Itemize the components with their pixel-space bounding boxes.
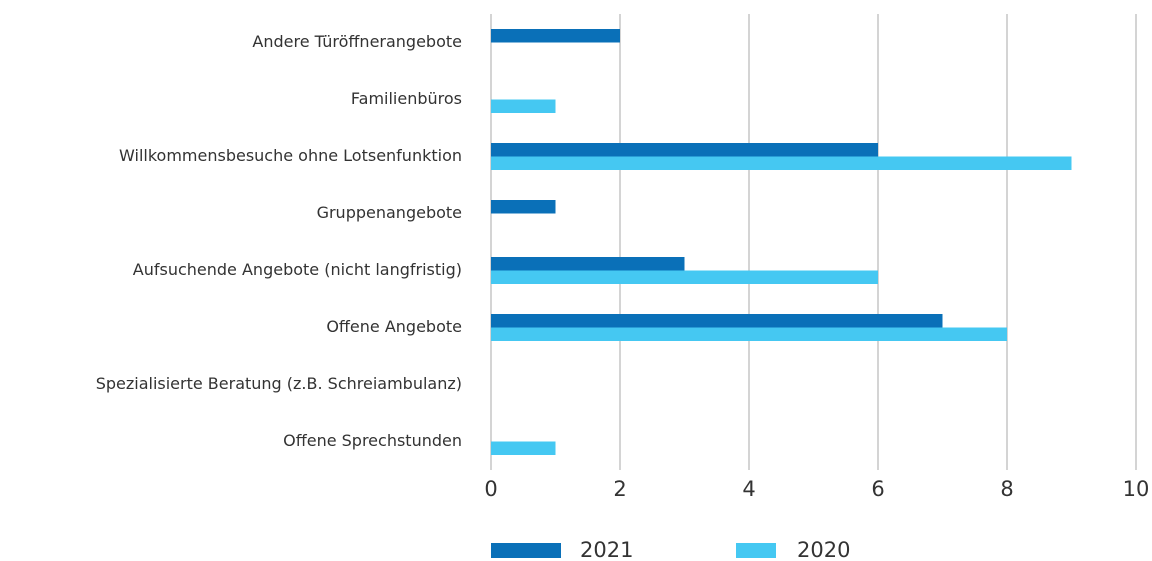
category-label: Offene Sprechstunden <box>283 431 462 450</box>
category-label: Gruppenangebote <box>317 203 462 222</box>
legend-swatch <box>736 543 776 558</box>
legend-label: 2020 <box>797 538 850 561</box>
x-tick-label: 10 <box>1123 477 1150 501</box>
legend-label: 2021 <box>580 538 633 561</box>
category-label: Spezialisierte Beratung (z.B. Schreiambu… <box>96 374 462 393</box>
category-label: Offene Angebote <box>326 317 462 336</box>
x-tick-label: 4 <box>742 477 755 501</box>
bar <box>491 257 685 271</box>
category-label: Aufsuchende Angebote (nicht langfristig) <box>133 260 462 279</box>
bar <box>491 156 1072 170</box>
category-label: Andere Türöffnerangebote <box>252 32 462 51</box>
x-tick-label: 0 <box>484 477 497 501</box>
bar <box>491 441 556 455</box>
x-tick-label: 2 <box>613 477 626 501</box>
category-label: Familienbüros <box>351 89 462 108</box>
category-label: Willkommensbesuche ohne Lotsenfunktion <box>119 146 462 165</box>
bar <box>491 143 878 157</box>
bar <box>491 270 878 284</box>
bar <box>491 29 620 43</box>
bar <box>491 327 1007 341</box>
x-tick-label: 6 <box>871 477 884 501</box>
x-tick-label: 8 <box>1000 477 1013 501</box>
bar <box>491 200 556 214</box>
bar <box>491 314 943 328</box>
bar <box>491 99 556 113</box>
legend-swatch <box>491 543 561 558</box>
